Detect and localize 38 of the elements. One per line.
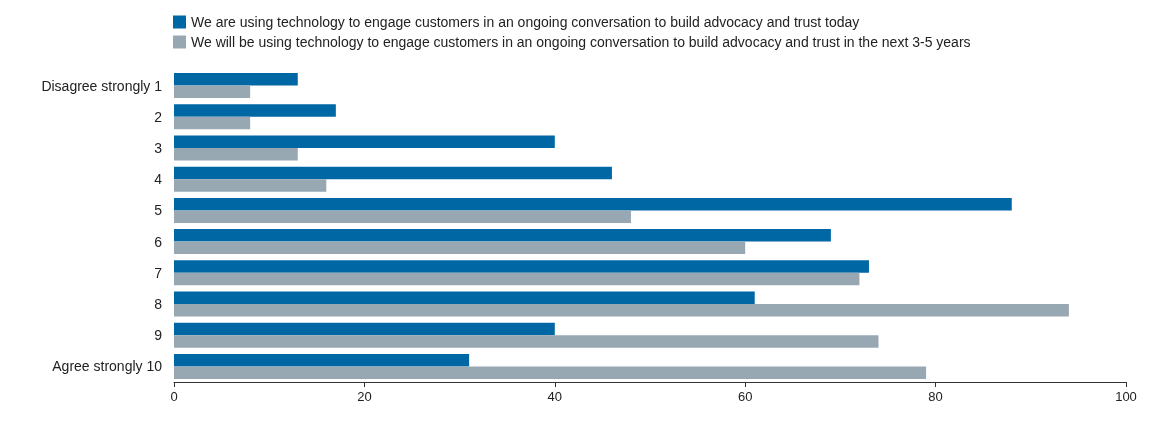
bar [174, 73, 298, 86]
y-tick-label: 5 [154, 202, 163, 219]
y-tick-label: 8 [154, 296, 163, 312]
x-tick-label: 100 [1115, 389, 1137, 404]
x-tick-label: 20 [357, 389, 372, 404]
y-tick-label: 9 [154, 327, 163, 344]
bar [174, 260, 869, 273]
y-tick-label: 4 [154, 171, 163, 188]
y-tick-label: 3 [154, 140, 163, 156]
y-tick-label: 7 [154, 264, 163, 281]
bar [174, 210, 631, 223]
bar [174, 322, 555, 336]
legend-label: We are using technology to engage customers in an ongoing conversation to build advocacy and trust today [191, 14, 860, 30]
y-tick-label: Disagree strongly 1 [41, 77, 163, 94]
bar [174, 272, 860, 286]
bar [174, 166, 612, 180]
bar [174, 148, 298, 161]
bar [174, 116, 251, 130]
bar [174, 85, 251, 99]
legend-label: We will be using technology to engage customers in an ongoing conversation to build advocacy and trust in the next 3-5 years [191, 34, 971, 50]
bar [174, 366, 927, 379]
x-tick-label: 0 [170, 389, 178, 404]
bar [174, 229, 831, 242]
bar [174, 197, 1012, 211]
bar [174, 179, 327, 192]
x-tick-label: 40 [547, 389, 563, 404]
x-tick-label: 80 [928, 389, 943, 404]
x-tick-label: 60 [737, 389, 753, 404]
bar [174, 304, 1069, 317]
bar [174, 291, 755, 304]
y-tick-label: 2 [154, 108, 163, 125]
y-tick-label: Agree strongly 10 [52, 358, 163, 375]
bar [174, 241, 746, 255]
y-tick-label: 6 [154, 233, 163, 250]
bar [174, 135, 555, 148]
bar [174, 104, 336, 117]
bar [174, 335, 879, 348]
bar [174, 353, 470, 367]
